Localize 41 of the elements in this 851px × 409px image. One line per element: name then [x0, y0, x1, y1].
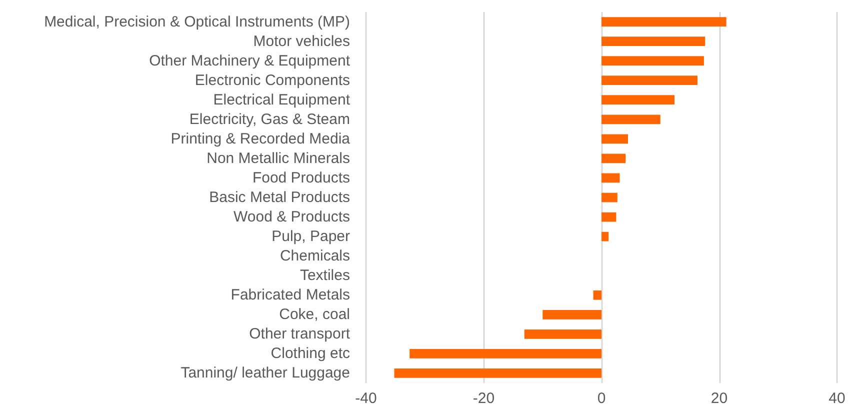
bar: [602, 173, 620, 183]
bar: [410, 349, 602, 358]
bar: [602, 76, 698, 86]
bar: [602, 154, 626, 164]
y-tick-label: Non Metallic Minerals: [206, 150, 350, 167]
y-tick-label: Food Products: [252, 169, 350, 186]
y-tick-label: Wood & Products: [234, 208, 350, 226]
y-tick-label: Medical, Precision & Optical Instruments (MP): [44, 13, 350, 30]
y-tick-label: Basic Metal Products: [209, 189, 350, 206]
x-tick-label: 0: [597, 390, 606, 407]
bar: [602, 212, 616, 222]
bar: [602, 232, 609, 242]
y-tick-label: Electronic Components: [194, 72, 350, 89]
y-tick-label: Tanning/ leather Luggage: [180, 364, 350, 382]
bar: [602, 95, 675, 105]
y-tick-label: Electricity, Gas & Steam: [189, 110, 350, 128]
bar: [602, 114, 660, 124]
x-tick-label: 40: [828, 390, 846, 407]
y-tick-label: Clothing etc: [270, 345, 350, 362]
y-tick-label: Pulp, Paper: [272, 228, 350, 246]
x-tick-label: -40: [355, 390, 377, 407]
bar: [602, 134, 628, 144]
bar: [394, 368, 602, 378]
bar: [542, 310, 602, 320]
y-tick-label: Electrical Equipment: [213, 91, 351, 108]
y-tick-label: Motor vehicles: [253, 32, 350, 50]
y-tick-label: Coke, coal: [279, 306, 350, 324]
bar: [524, 330, 602, 339]
y-tick-label: Printing & Recorded Media: [170, 130, 351, 148]
y-tick-label: Chemicals: [280, 248, 350, 265]
y-tick-label: Other Machinery & Equipment: [149, 52, 351, 70]
y-tick-label: Fabricated Metals: [230, 286, 350, 304]
x-tick-label: -20: [472, 390, 495, 407]
y-tick-label: Other transport: [249, 326, 351, 343]
x-tick-label: 20: [710, 390, 728, 407]
bar: [602, 17, 726, 26]
bar: [593, 290, 602, 300]
y-tick-label: Textiles: [300, 267, 350, 284]
bar: [602, 36, 706, 46]
bar: [602, 56, 704, 66]
bar: [602, 192, 618, 202]
